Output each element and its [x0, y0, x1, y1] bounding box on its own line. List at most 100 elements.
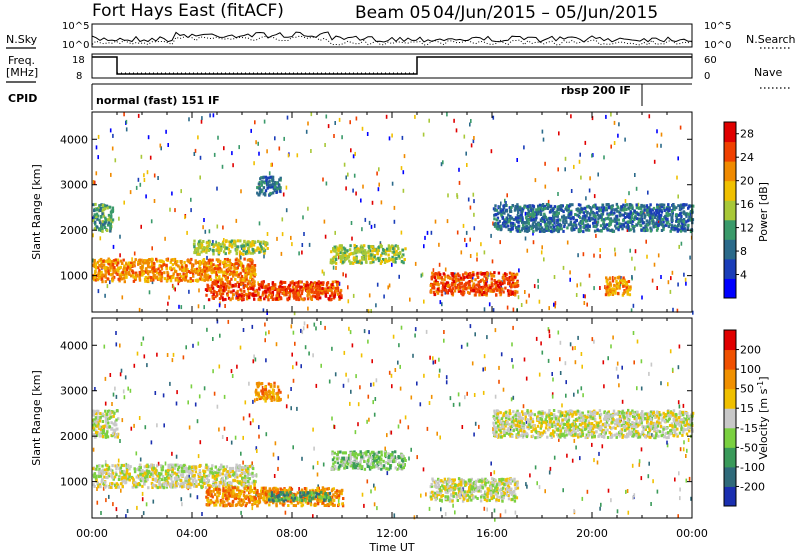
noise-cell	[460, 250, 463, 255]
echo-cell	[477, 283, 480, 287]
echo-cell	[297, 293, 300, 297]
noise-cell	[537, 284, 539, 289]
echo-cell	[622, 223, 625, 227]
echo-cell	[310, 281, 313, 285]
echo-cell	[462, 287, 465, 291]
echo-cell	[96, 225, 99, 229]
echo-cell	[211, 243, 214, 246]
echo-cell	[251, 240, 254, 244]
echo-cell	[507, 279, 511, 282]
noise-cell	[290, 406, 292, 411]
echo-cell	[435, 289, 438, 293]
echo-cell	[679, 204, 683, 208]
echo-cell	[456, 286, 460, 290]
echo-cell	[204, 263, 207, 267]
echo-cell	[513, 275, 517, 279]
noise-cell	[652, 479, 654, 484]
noise-cell	[349, 401, 351, 406]
noise-cell	[680, 241, 683, 246]
noise-cell	[456, 194, 459, 199]
noise-cell	[379, 241, 382, 246]
echo-cell	[541, 229, 544, 233]
echo-cell	[531, 223, 535, 227]
echo-cell	[198, 260, 202, 263]
echo-cell	[222, 240, 225, 244]
noise-cell	[168, 295, 170, 300]
noise-cell	[223, 146, 225, 151]
echo-cell	[598, 214, 601, 218]
echo-cell	[116, 273, 119, 276]
echo-cell	[260, 183, 263, 187]
echo-cell	[618, 214, 622, 218]
echo-cell	[440, 276, 443, 280]
noise-cell	[109, 373, 112, 377]
echo-cell	[117, 266, 120, 270]
echo-cell	[237, 273, 241, 277]
echo-cell	[192, 464, 195, 468]
noise-cell	[150, 440, 153, 445]
echo-cell	[680, 221, 683, 225]
noise-cell	[482, 367, 484, 372]
echo-cell	[227, 296, 231, 300]
echo-cell	[247, 279, 250, 283]
echo-cell	[243, 289, 246, 293]
echo-cell	[380, 253, 383, 257]
noise-cell	[677, 400, 680, 405]
noise-cell	[370, 382, 372, 387]
noise-cell	[367, 339, 369, 344]
echo-cell	[601, 203, 605, 207]
noise-cell	[310, 149, 312, 153]
echo-cell	[496, 288, 499, 292]
noise-cell	[298, 487, 300, 491]
echo-cell	[613, 211, 616, 215]
echo-cell	[369, 256, 373, 260]
nave-tick-top: 60	[704, 55, 717, 66]
echo-cell	[334, 247, 338, 251]
echo-cell	[575, 226, 578, 230]
noise-cell	[334, 230, 336, 235]
noise-cell	[404, 415, 407, 420]
noise-cell	[199, 440, 202, 445]
echo-cell	[570, 228, 574, 232]
noise-cell	[345, 372, 347, 377]
echo-cell	[453, 289, 457, 293]
echo-cell	[355, 245, 358, 248]
noise-cell	[120, 488, 122, 493]
echo-cell	[539, 218, 543, 222]
noise-cell	[548, 329, 551, 334]
noise-cell	[169, 381, 171, 386]
echo-cell	[469, 275, 472, 279]
noise-cell	[671, 367, 674, 372]
echo-cell	[278, 297, 281, 301]
echo-cell	[191, 265, 194, 269]
echo-cell	[519, 213, 523, 217]
echo-cell	[581, 217, 584, 221]
echo-cell	[666, 209, 670, 213]
echo-cell	[387, 253, 390, 257]
noise-cell	[458, 167, 460, 172]
noise-cell	[428, 401, 431, 405]
echo-cell	[402, 253, 405, 257]
noise-cell	[201, 512, 203, 516]
echo-cell	[502, 273, 505, 277]
echo-cell	[252, 243, 256, 247]
echo-cell	[207, 249, 211, 252]
echo-cell	[131, 485, 134, 489]
echo-cell	[248, 250, 251, 254]
noise-cell	[596, 460, 599, 465]
echo-cell	[496, 212, 500, 216]
noise-cell	[444, 290, 447, 295]
echo-cell	[109, 226, 112, 230]
echo-cell	[537, 227, 540, 231]
echo-cell	[517, 214, 520, 218]
echo-cell	[500, 227, 503, 231]
noise-cell	[125, 462, 128, 467]
noise-cell	[264, 322, 266, 327]
noise-cell	[534, 178, 537, 183]
noise-cell	[573, 392, 575, 397]
echo-cell	[391, 255, 394, 259]
noise-cell	[367, 394, 370, 399]
echo-cell	[450, 283, 453, 287]
echo-cell	[227, 483, 230, 487]
echo-cell	[346, 249, 349, 253]
